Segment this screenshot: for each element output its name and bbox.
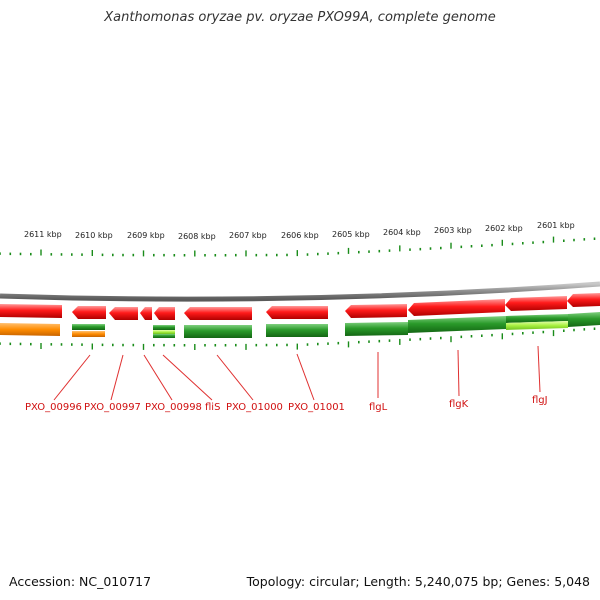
gene-arrow-next[interactable]: [567, 293, 600, 307]
gene-label-pxo-00997[interactable]: PXO_00997: [84, 402, 141, 413]
leader-pxo-00996: [53, 354, 91, 401]
gene-green-pxo-01001[interactable]: [266, 324, 328, 337]
gene-green-flis-b[interactable]: [153, 334, 175, 338]
gene-arrow-pxo-00998[interactable]: [109, 307, 138, 320]
gene-arrow-flgj[interactable]: [505, 296, 567, 311]
reverse-strand-genes: [0, 312, 600, 338]
gene-arrow-flgk[interactable]: [408, 299, 505, 316]
gene-arrow-flis-b[interactable]: [154, 307, 175, 320]
leader-pxo-00997: [110, 354, 124, 401]
gene-label-pxo-01001[interactable]: PXO_01001: [288, 402, 345, 413]
gene-leader-lines: [53, 345, 541, 401]
genome-summary-text: Topology: circular; Length: 5,240,075 bp…: [246, 574, 590, 589]
gene-green-flgj[interactable]: [506, 314, 568, 323]
gene-arrow-pxo-01001[interactable]: [266, 306, 328, 319]
ruler-label-2605: 2605 kbp: [332, 230, 370, 239]
ruler-label-2608: 2608 kbp: [178, 232, 216, 241]
accession-text: Accession: NC_010717: [9, 574, 152, 589]
forward-strand-genes: [0, 293, 600, 320]
gene-label-pxo-00996[interactable]: PXO_00996: [25, 402, 82, 413]
gene-label-flgj[interactable]: flgJ: [532, 395, 548, 406]
ruler-labels: 2611 kbp 2610 kbp 2609 kbp 2608 kbp 2607…: [24, 221, 575, 241]
gene-label-flis[interactable]: fliS: [205, 402, 220, 413]
ruler-label-2610: 2610 kbp: [75, 231, 113, 240]
ruler-ticks-bottom: [0, 327, 596, 350]
gene-labels: PXO_00996 PXO_00997 PXO_00998 fliS PXO_0…: [25, 395, 548, 413]
gene-label-pxo-00998[interactable]: PXO_00998: [145, 402, 202, 413]
gene-label-flgk[interactable]: flgK: [449, 399, 469, 410]
leader-flgj: [537, 345, 541, 393]
gene-green-next[interactable]: [568, 312, 600, 327]
gene-arrow-pxo-00997[interactable]: [72, 306, 106, 319]
ruler-label-2609: 2609 kbp: [127, 231, 165, 240]
gene-green-flgk[interactable]: [408, 316, 506, 333]
gene-label-flgl[interactable]: flgL: [369, 402, 388, 413]
ruler-label-2606: 2606 kbp: [281, 231, 319, 240]
gene-green-pxo-00997[interactable]: [72, 324, 105, 330]
ruler-label-2604: 2604 kbp: [383, 228, 421, 237]
gene-light-flis[interactable]: [153, 330, 175, 334]
gene-label-pxo-01000[interactable]: PXO_01000: [226, 402, 283, 413]
leader-pxo-01001: [296, 353, 315, 401]
gene-arrow-flgl[interactable]: [345, 304, 407, 318]
ruler-label-2602: 2602 kbp: [485, 224, 523, 233]
ruler-label-2603: 2603 kbp: [434, 226, 472, 235]
genome-backbone: [0, 281, 600, 302]
leader-pxo-01000: [216, 354, 254, 401]
gene-arrow-pxo-00996[interactable]: [0, 304, 62, 318]
ruler-ticks-top: [0, 236, 596, 257]
ruler-label-2611: 2611 kbp: [24, 230, 62, 239]
gene-light-flgj[interactable]: [506, 321, 568, 330]
feature-orange-pxo-00997[interactable]: [72, 331, 105, 337]
gene-green-pxo-01000[interactable]: [184, 325, 252, 338]
gene-green-flgl[interactable]: [345, 322, 408, 336]
leader-flis: [162, 354, 213, 401]
feature-orange-pxo-00996[interactable]: [0, 323, 60, 336]
ruler-label-2601: 2601 kbp: [537, 221, 575, 230]
gene-arrow-pxo-01000[interactable]: [184, 307, 252, 320]
leader-flgk: [457, 349, 460, 397]
gene-green-flis[interactable]: [153, 325, 175, 330]
ruler-label-2607: 2607 kbp: [229, 231, 267, 240]
leader-pxo-00998: [143, 354, 173, 401]
gene-arrow-flis[interactable]: [140, 307, 152, 320]
page-title: Xanthomonas oryzae pv. oryzae PXO99A, co…: [104, 10, 496, 25]
